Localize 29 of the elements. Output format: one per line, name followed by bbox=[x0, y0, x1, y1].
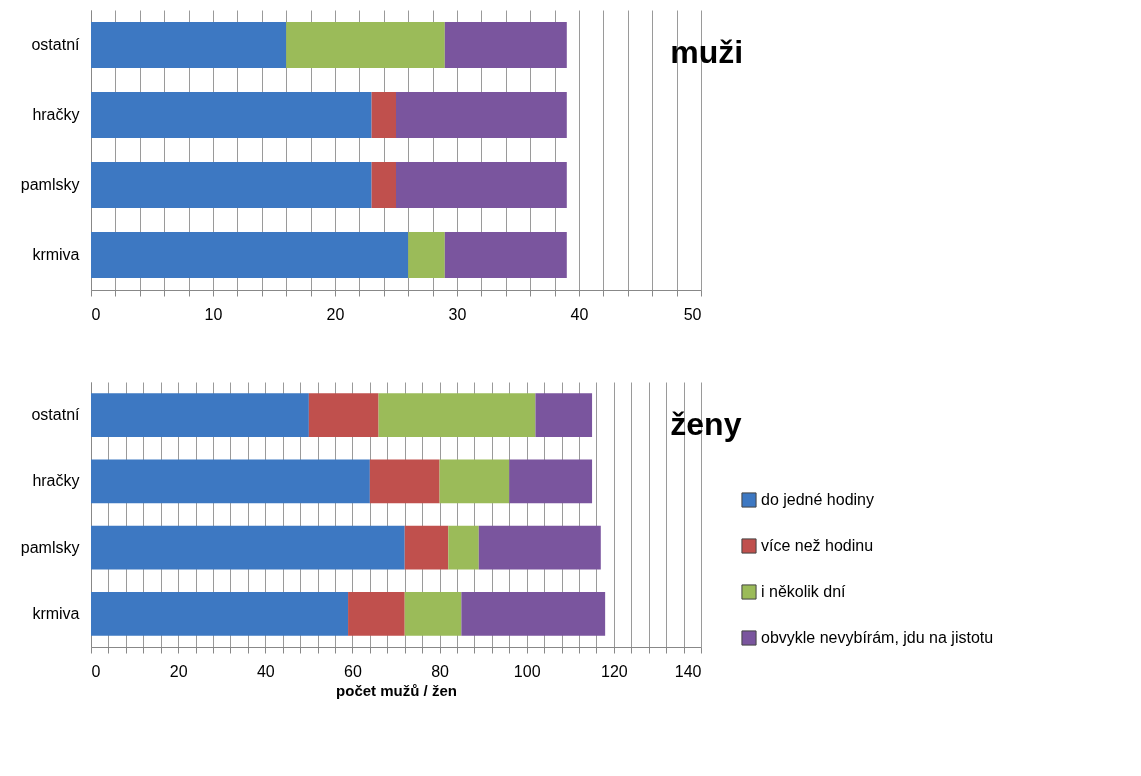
text: ženy bbox=[670, 406, 742, 442]
x-tick-label: 0 bbox=[91, 662, 101, 680]
x-tick-label: 40 bbox=[570, 305, 589, 323]
legend-label: více než hodinu bbox=[761, 537, 874, 554]
x-tick-label: 30 bbox=[448, 305, 467, 323]
legend-label: i několik dní bbox=[761, 583, 847, 600]
x-axis-title: počet mužů / žen bbox=[336, 681, 457, 699]
x-tick-label: 50 bbox=[683, 305, 702, 323]
text: muži bbox=[670, 34, 744, 70]
y-tick-label: ostatní bbox=[31, 406, 81, 424]
y-tick-label: hračky bbox=[32, 472, 80, 490]
y-tick-label: pamlsky bbox=[20, 176, 80, 193]
y-tick-label: hračky bbox=[32, 106, 80, 123]
legend-label: obvykle nevybírám, jdu na jistotu bbox=[761, 629, 994, 646]
x-tick-label: 20 bbox=[326, 305, 345, 323]
x-tick-label: 60 bbox=[344, 662, 362, 680]
y-tick-label: krmiva bbox=[32, 246, 80, 263]
y-tick-label: krmiva bbox=[32, 604, 80, 622]
x-tick-label: 10 bbox=[204, 305, 223, 323]
x-tick-label: 100 bbox=[513, 662, 541, 680]
legend-label: do jedné hodiny bbox=[761, 491, 874, 508]
x-tick-label: 20 bbox=[169, 662, 188, 680]
x-tick-label: 120 bbox=[601, 662, 628, 680]
x-tick-label: 140 bbox=[674, 662, 702, 680]
y-tick-label: pamlsky bbox=[20, 538, 80, 556]
x-tick-label: 80 bbox=[431, 662, 450, 680]
y-tick-label: ostatní bbox=[31, 36, 81, 53]
x-tick-label: 40 bbox=[256, 662, 275, 680]
x-tick-label: 0 bbox=[91, 305, 101, 323]
